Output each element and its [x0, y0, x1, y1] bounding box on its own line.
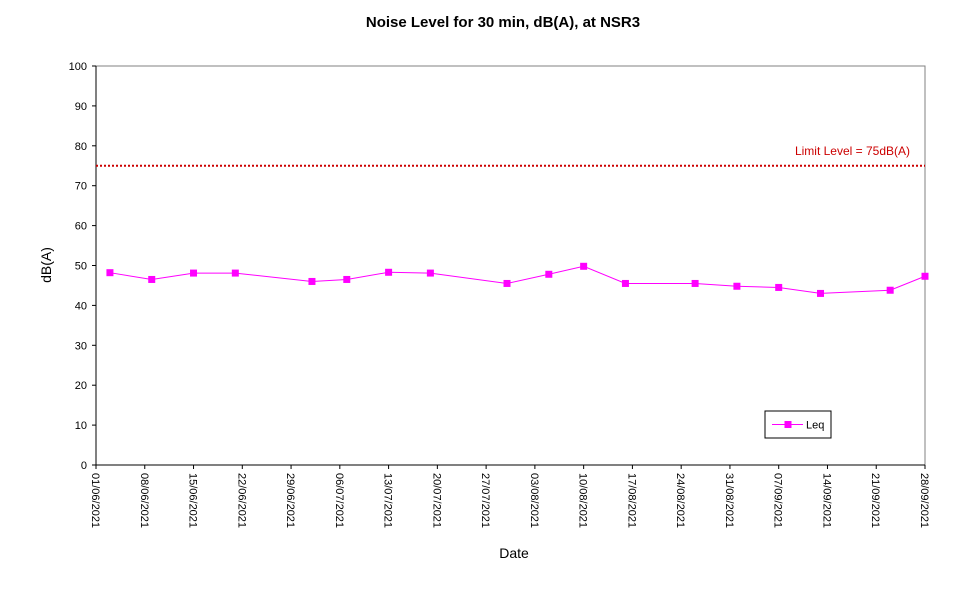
x-tick-label: 27/07/2021 — [479, 473, 491, 528]
data-point — [921, 272, 929, 280]
data-point — [308, 277, 316, 285]
legend: Leq — [764, 410, 832, 439]
x-tick-label: 21/09/2021 — [869, 473, 881, 528]
data-point — [733, 282, 741, 290]
x-tick-label: 17/08/2021 — [625, 473, 637, 528]
legend-marker — [784, 421, 792, 428]
limit-label: Limit Level = 75dB(A) — [795, 144, 910, 158]
data-point — [148, 275, 156, 283]
chart-title: Noise Level for 30 min, dB(A), at NSR3 — [366, 14, 640, 31]
x-tick-label: 13/07/2021 — [382, 473, 394, 528]
y-tick-label: 50 — [75, 261, 87, 273]
x-tick-label: 22/06/2021 — [235, 473, 247, 528]
y-tick-label: 60 — [75, 221, 87, 233]
x-axis: 01/06/2021 08/06/2021 15/06/2021 22/06/2021… — [89, 464, 930, 528]
series-line — [109, 265, 926, 294]
data-point — [775, 283, 783, 291]
data-point — [190, 269, 198, 277]
x-tick-label: 15/06/2021 — [187, 473, 199, 528]
x-tick-label: 31/08/2021 — [723, 473, 735, 528]
x-tick-label: 28/09/2021 — [918, 473, 930, 528]
data-point — [886, 286, 894, 294]
data-point — [691, 279, 699, 287]
y-axis: 0 10 20 30 40 50 60 70 80 90 100 — [69, 61, 97, 472]
data-point — [817, 289, 825, 297]
data-point — [621, 279, 629, 287]
y-tick-label: 0 — [81, 460, 87, 472]
y-tick-label: 100 — [69, 61, 87, 73]
x-tick-label: 14/09/2021 — [820, 473, 832, 528]
data-point — [106, 269, 114, 277]
y-tick-label: 70 — [75, 181, 87, 193]
x-tick-label: 24/08/2021 — [674, 473, 686, 528]
y-tick-label: 90 — [75, 101, 87, 113]
data-point — [426, 269, 434, 277]
x-tick-label: 10/08/2021 — [577, 473, 589, 528]
y-tick-label: 30 — [75, 340, 87, 352]
data-point — [385, 268, 393, 276]
x-tick-label: 03/08/2021 — [528, 473, 540, 528]
x-axis-label: Date — [499, 545, 529, 561]
limit-line-group: Limit Level = 75dB(A) — [96, 144, 925, 167]
y-tick-label: 20 — [75, 380, 87, 392]
legend-label: Leq — [806, 420, 824, 432]
y-tick-label: 10 — [75, 420, 87, 432]
y-tick-label: 40 — [75, 300, 87, 312]
series-group — [106, 262, 929, 297]
x-tick-label: 08/06/2021 — [138, 473, 150, 528]
x-tick-label: 06/07/2021 — [333, 473, 345, 528]
y-axis-label: dB(A) — [38, 247, 54, 283]
x-tick-label: 07/09/2021 — [772, 473, 784, 528]
data-point — [343, 275, 351, 283]
plot-area — [95, 65, 926, 466]
data-point — [231, 269, 239, 277]
data-point — [545, 270, 553, 278]
x-tick-label: 20/07/2021 — [430, 473, 442, 528]
x-tick-label: 01/06/2021 — [89, 473, 101, 528]
data-point — [580, 262, 588, 270]
y-tick-label: 80 — [75, 141, 87, 153]
data-point — [503, 279, 511, 287]
x-tick-label: 29/06/2021 — [284, 473, 296, 528]
